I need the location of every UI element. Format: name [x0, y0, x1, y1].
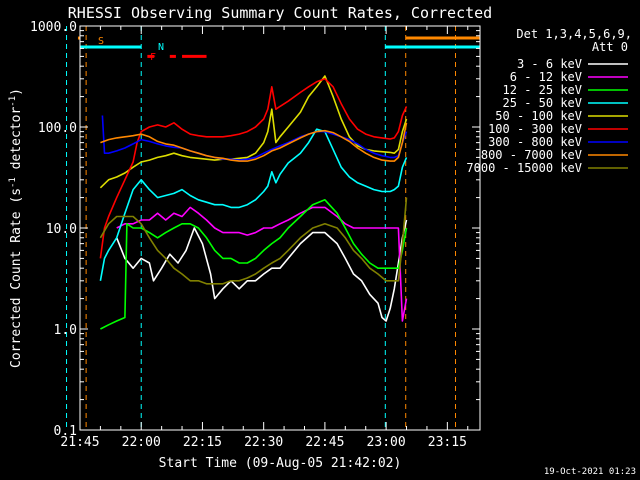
legend-label: 100 - 300 keV	[488, 122, 582, 136]
y-axis-label: Corrected Count Rate (s-1 detector-1)	[8, 88, 24, 368]
mode-marker-label: F	[150, 52, 156, 63]
legend-label: 12 - 25 keV	[503, 83, 582, 97]
series-line	[115, 219, 408, 322]
legend-label: 300 - 800 keV	[488, 135, 582, 149]
legend-label: 800 - 7000 keV	[481, 148, 582, 162]
legend-header-detectors: Det 1,3,4,5,6,9,	[516, 27, 632, 41]
footer-timestamp: 19-Oct-2021 01:23	[544, 467, 636, 477]
x-tick-label: 22:30	[244, 435, 283, 450]
legend-label: 7000 - 15000 keV	[466, 161, 582, 175]
y-tick-label: 10.0	[46, 222, 77, 237]
mode-marker-label: N	[158, 42, 164, 53]
x-tick-label: 21:45	[60, 435, 99, 450]
legend-label: 50 - 100 keV	[495, 109, 582, 123]
x-tick-label: 23:15	[428, 435, 467, 450]
x-tick-label: 22:00	[122, 435, 161, 450]
series-line	[99, 197, 408, 285]
x-axis-label: Start Time (09-Aug-05 21:42:02)	[159, 456, 402, 471]
series-line	[100, 122, 408, 162]
y-tick-label: 1000.0	[30, 20, 77, 35]
legend-label: 3 - 6 keV	[517, 57, 582, 71]
x-tick-label: 23:00	[367, 435, 406, 450]
series-line	[99, 128, 408, 281]
series-line	[99, 78, 408, 259]
legend-header-attenuator: Att 0	[592, 40, 628, 54]
y-tick-label: 100.0	[38, 121, 77, 136]
mode-marker-label: S	[98, 36, 104, 47]
legend-label: 25 - 50 keV	[503, 96, 582, 110]
y-tick-label: 1.0	[54, 323, 77, 338]
legend-label: 6 - 12 keV	[510, 70, 582, 84]
series-line	[116, 206, 408, 322]
x-tick-label: 22:15	[183, 435, 222, 450]
series-line	[101, 115, 408, 161]
chart-title: RHESSI Observing Summary Count Rates, Co…	[68, 4, 492, 22]
x-tick-label: 22:45	[305, 435, 344, 450]
y-tick-label: 0.1	[54, 424, 77, 439]
